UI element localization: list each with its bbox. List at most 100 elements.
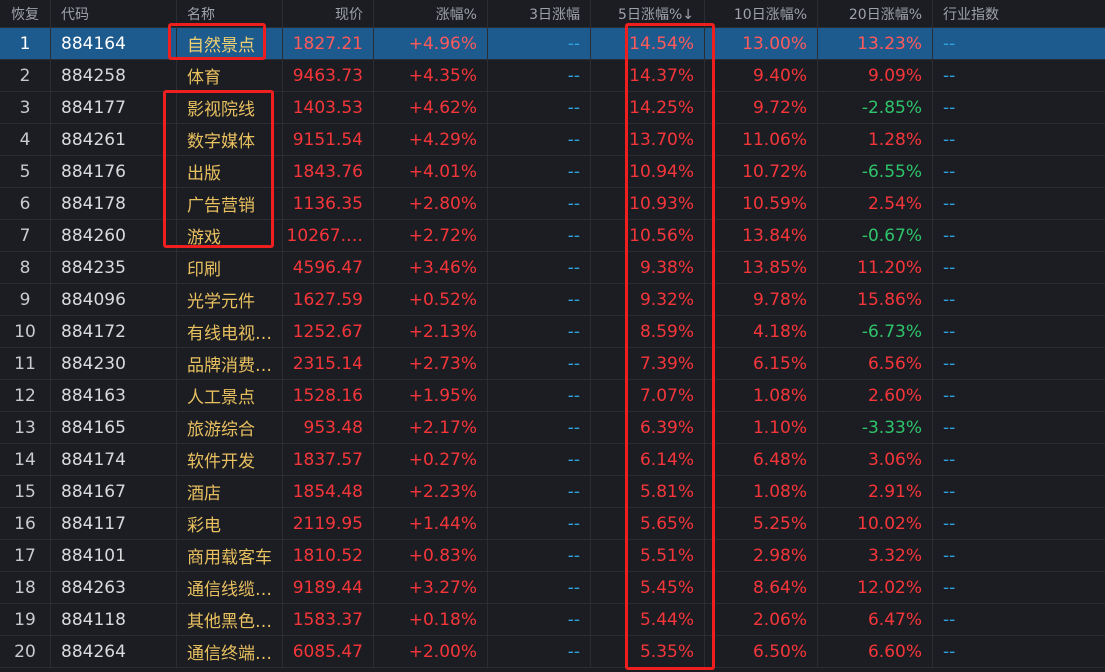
change-20d-cell: 2.60% xyxy=(818,380,933,411)
change-3d-cell: -- xyxy=(488,508,591,539)
header-price[interactable]: 现价 xyxy=(283,0,374,27)
table-row[interactable]: 3 884177 影视院线 1403.53 +4.62% -- 14.25% 9.72% -2.… xyxy=(0,92,1105,124)
table-row[interactable]: 12 884163 人工景点 1528.16 +1.95% -- 7.07% 1.08% 2.6… xyxy=(0,380,1105,412)
stock-code-cell: 884101 xyxy=(51,540,177,571)
industry-index-cell: -- xyxy=(943,385,956,406)
change-pct-cell: +4.29% xyxy=(374,124,488,155)
stock-code-cell: 884235 xyxy=(51,252,177,283)
change-pct-cell: +0.18% xyxy=(374,604,488,635)
change-5d-cell: 10.94% xyxy=(591,156,705,187)
current-price-cell: 9463.73 xyxy=(283,60,374,91)
industry-name-cell: 商用载客车 xyxy=(177,540,283,571)
table-row[interactable]: 6 884178 广告营销 1136.35 +2.80% -- 10.93% 10.59% 2.… xyxy=(0,188,1105,220)
table-row[interactable]: 1 884164 自然景点 1827.21 +4.96% -- 14.54% 13.00% 13… xyxy=(0,28,1105,60)
change-10d-cell: 13.84% xyxy=(705,220,818,251)
change-3d-cell: -- xyxy=(488,540,591,571)
row-index-cell: 15 xyxy=(0,476,51,507)
current-price-cell: 1837.57 xyxy=(283,444,374,475)
change-pct-cell: +2.80% xyxy=(374,188,488,219)
industry-name-cell: 通信终端… xyxy=(177,636,283,667)
table-row[interactable]: 15 884167 酒店 1854.48 +2.23% -- 5.81% 1.08% 2.91%… xyxy=(0,476,1105,508)
change-3d-cell: -- xyxy=(488,604,591,635)
header-change-20d[interactable]: 20日涨幅% xyxy=(818,0,933,27)
change-5d-cell: 14.37% xyxy=(591,60,705,91)
change-pct-cell: +2.73% xyxy=(374,348,488,379)
table-row[interactable]: 11 884230 品牌消费… 2315.14 +2.73% -- 7.39% 6.15% 6.… xyxy=(0,348,1105,380)
current-price-cell: 10267.… xyxy=(283,220,374,251)
table-row[interactable]: 13 884165 旅游综合 953.48 +2.17% -- 6.39% 1.10% -3.3… xyxy=(0,412,1105,444)
current-price-cell: 2315.14 xyxy=(283,348,374,379)
table-row[interactable]: 7 884260 游戏 10267.… +2.72% -- 10.56% 13.84% -0.6… xyxy=(0,220,1105,252)
header-change-10d[interactable]: 10日涨幅% xyxy=(705,0,818,27)
table-row[interactable]: 8 884235 印刷 4596.47 +3.46% -- 9.38% 13.85% 11.20… xyxy=(0,252,1105,284)
industry-index-cell: -- xyxy=(943,417,956,438)
change-5d-cell: 14.25% xyxy=(591,92,705,123)
row-index-cell: 13 xyxy=(0,412,51,443)
stock-code-cell: 884165 xyxy=(51,412,177,443)
header-industry-index[interactable]: 行业指数 xyxy=(943,6,999,23)
row-index-cell: 12 xyxy=(0,380,51,411)
table-row[interactable]: 19 884118 其他黑色… 1583.37 +0.18% -- 5.44% 2.06% 6.… xyxy=(0,604,1105,636)
change-10d-cell: 13.00% xyxy=(705,28,818,59)
industry-name-cell: 光学元件 xyxy=(177,284,283,315)
header-change-3d[interactable]: 3日涨幅 xyxy=(488,0,591,27)
table-row[interactable]: 9 884096 光学元件 1627.59 +0.52% -- 9.32% 9.78% 15.8… xyxy=(0,284,1105,316)
table-row[interactable]: 4 884261 数字媒体 9151.54 +4.29% -- 13.70% 11.06% 1.… xyxy=(0,124,1105,156)
header-change-5d[interactable]: 5日涨幅%↓ xyxy=(591,0,705,27)
change-3d-cell: -- xyxy=(488,284,591,315)
change-pct-cell: +0.83% xyxy=(374,540,488,571)
table-row[interactable]: 17 884101 商用载客车 1810.52 +0.83% -- 5.51% 2.98% 3.… xyxy=(0,540,1105,572)
table-row[interactable]: 16 884117 彩电 2119.95 +1.44% -- 5.65% 5.25% 10.02… xyxy=(0,508,1105,540)
table-row[interactable]: 14 884174 软件开发 1837.57 +0.27% -- 6.14% 6.48% 3.0… xyxy=(0,444,1105,476)
industry-name-cell: 数字媒体 xyxy=(177,124,283,155)
table-header: 恢复 代码 名称 现价 涨幅% 3日涨幅 5日涨幅%↓ 10日涨幅% 20日涨幅… xyxy=(0,0,1105,28)
table-row[interactable]: 10 884172 有线电视… 1252.67 +2.13% -- 8.59% 4.18% -6… xyxy=(0,316,1105,348)
change-20d-cell: -0.67% xyxy=(818,220,933,251)
change-5d-cell: 5.65% xyxy=(591,508,705,539)
change-20d-cell: 3.32% xyxy=(818,540,933,571)
row-index-cell: 3 xyxy=(0,92,51,123)
change-3d-cell: -- xyxy=(488,60,591,91)
table-row[interactable]: 5 884176 出版 1843.76 +4.01% -- 10.94% 10.72% -6.5… xyxy=(0,156,1105,188)
table-body: 1 884164 自然景点 1827.21 +4.96% -- 14.54% 13.00% 13… xyxy=(0,28,1105,668)
change-5d-cell: 10.56% xyxy=(591,220,705,251)
change-pct-cell: +4.62% xyxy=(374,92,488,123)
change-10d-cell: 1.08% xyxy=(705,476,818,507)
change-10d-cell: 6.50% xyxy=(705,636,818,667)
change-10d-cell: 9.40% xyxy=(705,60,818,91)
header-restore[interactable]: 恢复 xyxy=(0,0,51,27)
table-row[interactable]: 20 884264 通信终端… 6085.47 +2.00% -- 5.35% 6.50% 6.… xyxy=(0,636,1105,668)
row-index-cell: 7 xyxy=(0,220,51,251)
current-price-cell: 1843.76 xyxy=(283,156,374,187)
change-5d-cell: 7.39% xyxy=(591,348,705,379)
industry-index-cell: -- xyxy=(943,289,956,310)
change-10d-cell: 4.18% xyxy=(705,316,818,347)
table-row[interactable]: 18 884263 通信线缆… 9189.44 +3.27% -- 5.45% 8.64% 12… xyxy=(0,572,1105,604)
change-3d-cell: -- xyxy=(488,252,591,283)
change-20d-cell: -2.85% xyxy=(818,92,933,123)
change-pct-cell: +0.27% xyxy=(374,444,488,475)
table-row[interactable]: 2 884258 体育 9463.73 +4.35% -- 14.37% 9.40% 9.09%… xyxy=(0,60,1105,92)
stock-code-cell: 884261 xyxy=(51,124,177,155)
stock-code-cell: 884176 xyxy=(51,156,177,187)
stock-code-cell: 884260 xyxy=(51,220,177,251)
current-price-cell: 1136.35 xyxy=(283,188,374,219)
header-code[interactable]: 代码 xyxy=(51,0,177,27)
change-10d-cell: 10.59% xyxy=(705,188,818,219)
change-pct-cell: +2.23% xyxy=(374,476,488,507)
header-change[interactable]: 涨幅% xyxy=(374,0,488,27)
change-10d-cell: 8.64% xyxy=(705,572,818,603)
stock-code-cell: 884172 xyxy=(51,316,177,347)
stock-code-cell: 884178 xyxy=(51,188,177,219)
current-price-cell: 1854.48 xyxy=(283,476,374,507)
change-3d-cell: -- xyxy=(488,476,591,507)
industry-name-cell: 影视院线 xyxy=(177,92,283,123)
industry-index-cell: -- xyxy=(943,33,956,54)
header-name[interactable]: 名称 xyxy=(177,0,283,27)
industry-name-cell: 软件开发 xyxy=(177,444,283,475)
change-5d-cell: 5.81% xyxy=(591,476,705,507)
current-price-cell: 9189.44 xyxy=(283,572,374,603)
current-price-cell: 1528.16 xyxy=(283,380,374,411)
stock-code-cell: 884230 xyxy=(51,348,177,379)
change-5d-cell: 5.35% xyxy=(591,636,705,667)
